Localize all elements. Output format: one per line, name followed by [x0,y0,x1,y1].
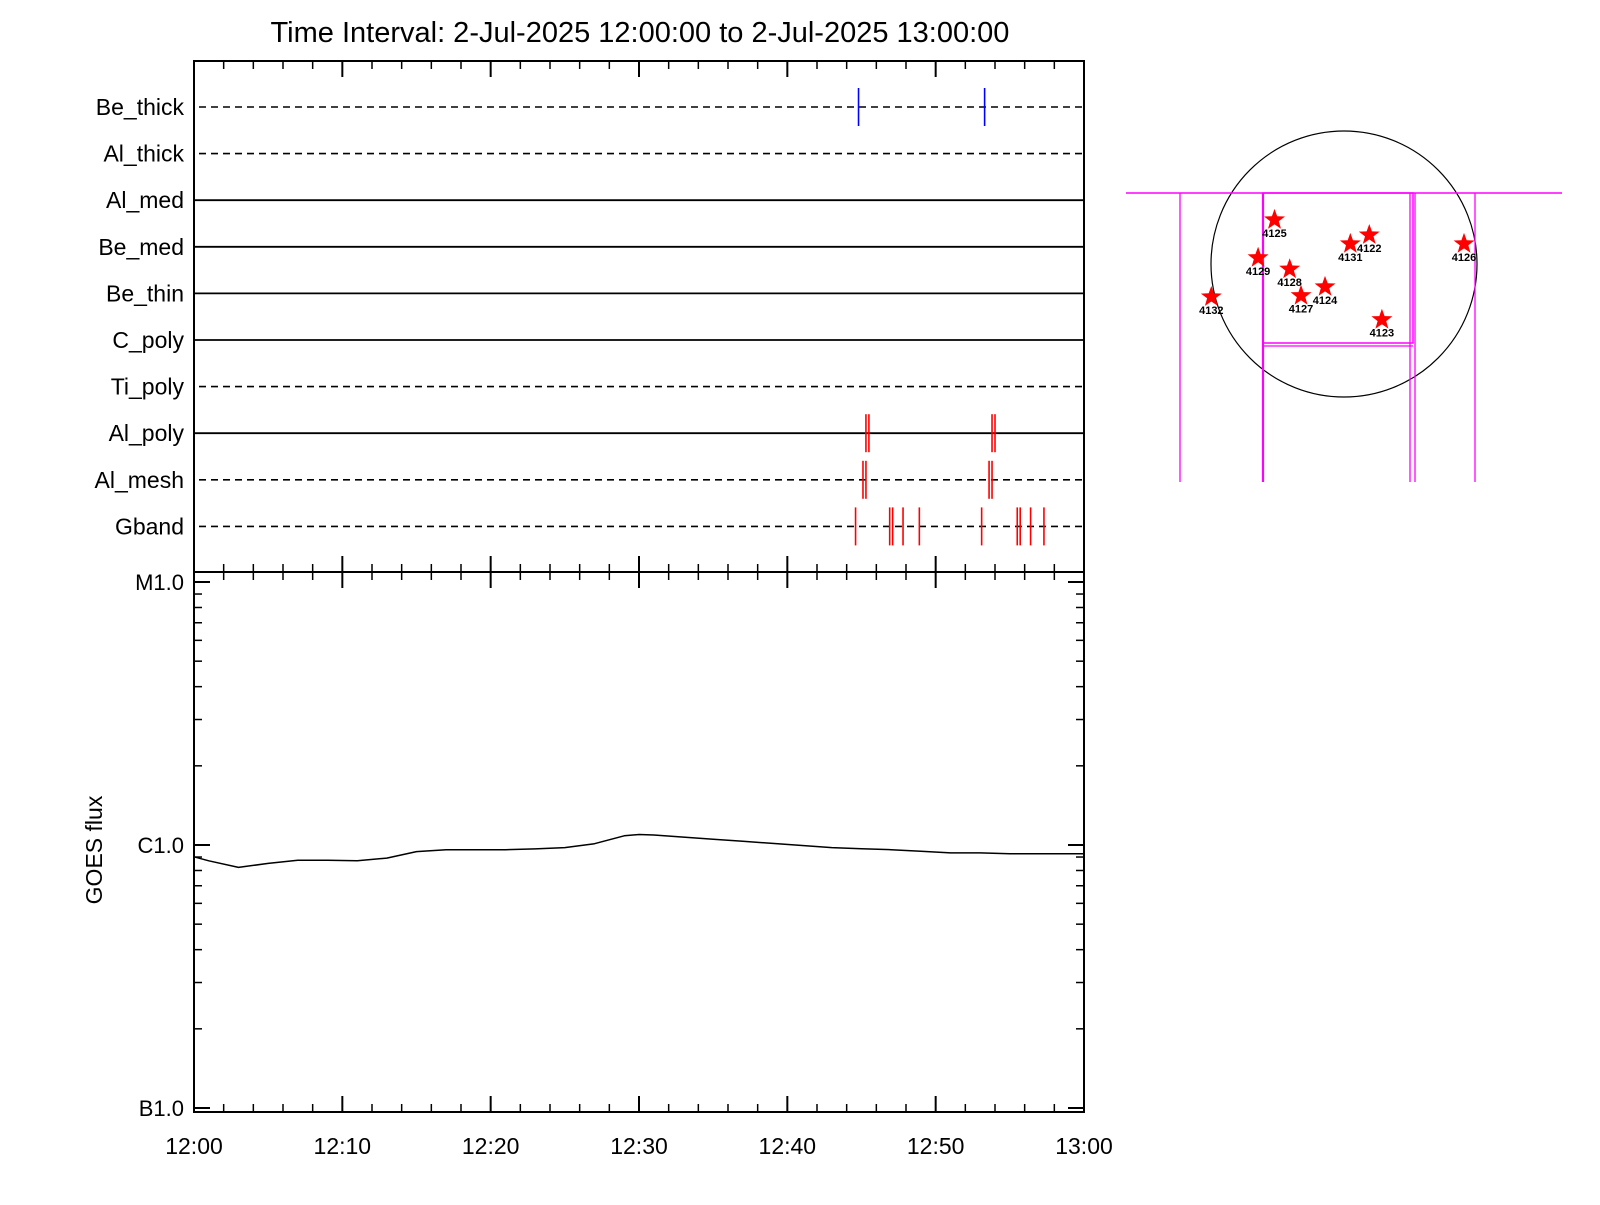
active-region-label: 4129 [1246,266,1270,278]
active-region-label: 4131 [1338,252,1362,264]
active-region-label: 4123 [1370,328,1394,340]
goes-frame [193,571,1085,1113]
timeline-row-label: Be_med [98,234,184,260]
active-region-label: 4132 [1199,305,1223,317]
timeline-frame [193,60,1085,573]
active-region-label: 4124 [1313,295,1338,307]
timeline-row-label: Gband [115,513,184,539]
goes-x-tick-label: 13:00 [1055,1133,1113,1159]
goes-y-axis-label: GOES flux [81,795,107,904]
goes-x-tick-label: 12:30 [610,1133,668,1159]
goes-flux-line [193,833,1084,869]
active-region-star [1314,275,1336,296]
timeline-row-label: Al_poly [109,420,185,446]
active-region-star [1358,224,1380,244]
active-region-star [1339,232,1361,253]
goes-x-tick-label: 12:10 [314,1133,372,1159]
active-region-label: 4122 [1357,243,1381,255]
timeline-row-label: Al_thick [103,141,184,167]
timeline-row-label: Ti_poly [111,374,185,400]
active-region-label: 4127 [1289,304,1313,316]
active-region-label: 4126 [1452,252,1476,264]
fov-box [1262,192,1414,344]
active-region-star [1290,284,1312,305]
active-region-star [1453,232,1475,253]
active-region-label: 4125 [1262,228,1286,240]
active-region-star [1247,246,1269,267]
goes-x-tick-label: 12:40 [759,1133,817,1159]
active-region-star [1279,258,1301,279]
active-region-star [1200,286,1222,306]
timeline-row-label: Be_thin [106,280,184,306]
active-region-star [1371,308,1393,329]
active-region-star [1264,208,1285,229]
chart-title: Time Interval: 2-Jul-2025 12:00:00 to 2-… [271,17,1010,49]
goes-y-tick-label: B1.0 [139,1096,184,1121]
goes-y-tick-label: C1.0 [138,833,184,858]
solar-limb-circle [1210,130,1478,398]
timeline-row-label: C_poly [112,327,184,353]
active-region-label: 4128 [1277,277,1301,289]
filter-timeline-panel: Be_thick Al_thick Al_med Be_med Be_thin C_pol… [95,60,1085,573]
goes-y-tick-label: M1.0 [135,570,184,595]
goes-x-tick-label: 12:00 [165,1133,223,1159]
goes-x-tick-label: 12:50 [907,1133,965,1159]
goes-flux-panel: 12:00 12:10 12:20 12:30 12:40 12:50 13:00 M1.0 C… [135,570,1113,1159]
timeline-row-label: Be_thick [96,94,185,120]
goes-x-tick-label: 12:20 [462,1133,520,1159]
timeline-row-label: Al_med [106,187,184,213]
timeline-row-label: Al_mesh [95,467,184,493]
